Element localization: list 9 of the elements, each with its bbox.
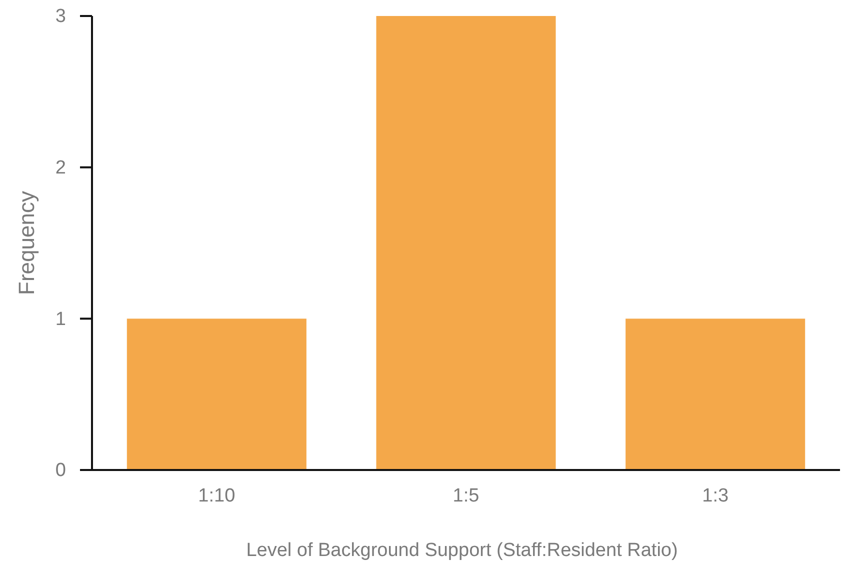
y-tick-label: 3 (55, 6, 66, 28)
y-tick-label: 1 (55, 308, 66, 330)
y-tick-label: 2 (55, 157, 66, 178)
x-tick-label: 1:3 (702, 485, 729, 506)
x-tick-label: 1:5 (452, 485, 480, 506)
y-tick-label: 0 (55, 460, 66, 482)
y-axis-title: Frequency (14, 191, 39, 295)
x-axis-title: Level of Background Support (Staff:Resident Ratio) (246, 540, 678, 561)
x-tick-label: 1:10 (198, 485, 236, 506)
